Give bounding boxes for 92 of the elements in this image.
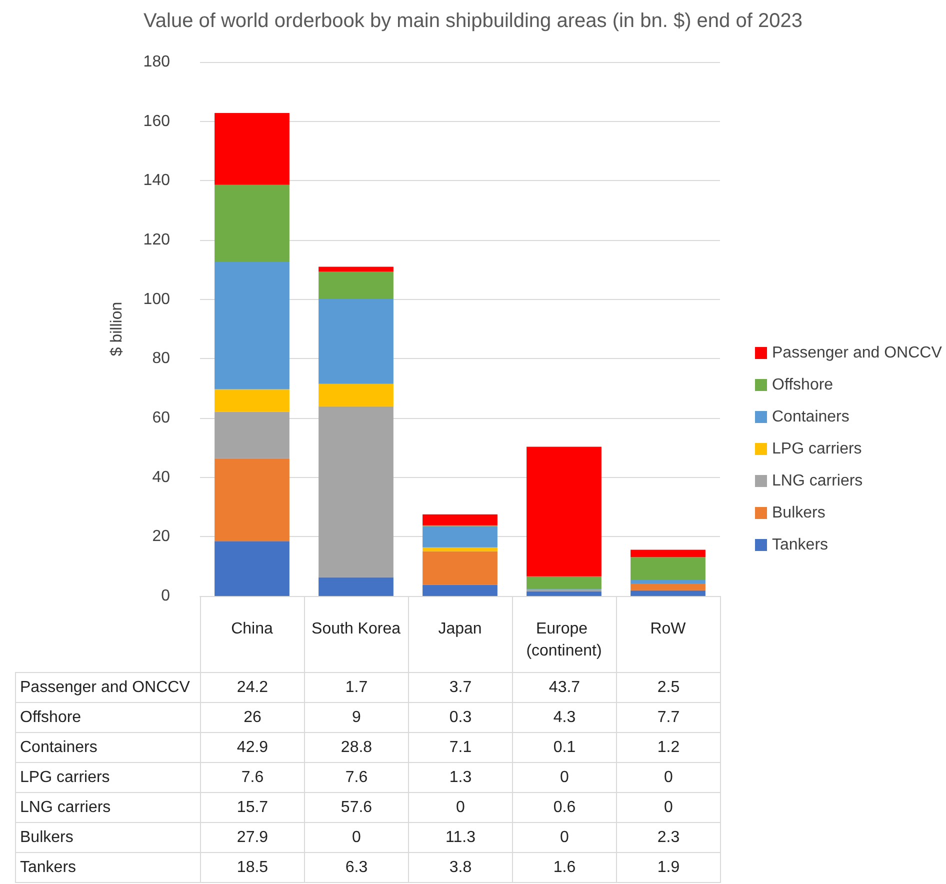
data-label: 0 (304, 822, 408, 852)
text: Containers (20, 738, 98, 756)
bar (526, 576, 602, 590)
bar (630, 550, 706, 558)
data-label: 0.3 (408, 702, 512, 732)
data-label: 1.9 (616, 852, 720, 882)
data-label: 1.2 (616, 732, 720, 762)
bar (422, 514, 498, 526)
bar (630, 590, 706, 596)
data-label: 3.8 (408, 852, 512, 882)
y-tick-label: 0 (161, 588, 170, 604)
data-label: 57.6 (304, 792, 408, 822)
bar (422, 551, 498, 585)
x-tick-label: Japan (438, 620, 482, 638)
y-tick-label: 140 (143, 172, 170, 190)
data-label: 2.5 (616, 672, 720, 702)
bar (422, 547, 498, 552)
text: Bulkers (20, 828, 74, 846)
legend-label: Passenger and ONCCV (772, 344, 942, 362)
text: Passenger and ONCCV (20, 678, 190, 696)
bar (630, 580, 706, 584)
data-label: 18.5 (200, 852, 304, 882)
data-label: 27.9 (200, 822, 304, 852)
x-tick-label: China (231, 620, 273, 638)
bar (526, 446, 602, 576)
data-label: 0.6 (512, 792, 616, 822)
data-label: 11.3 (408, 822, 512, 852)
y-tick-label: 20 (152, 528, 170, 546)
legend-label: Offshore (772, 376, 834, 394)
text: LPG carriers (20, 768, 110, 786)
legend-label: LNG carriers (772, 472, 863, 490)
data-label: 7.6 (200, 762, 304, 792)
bar (318, 266, 394, 272)
data-label: 7.6 (304, 762, 408, 792)
legend-label: Bulkers (772, 504, 826, 522)
data-label: 42.9 (200, 732, 304, 762)
chart-title: Value of world orderbook by main shipbuilding areas (in bn. $) end of 2023 (144, 10, 802, 32)
text: Tankers (20, 858, 76, 876)
data-label: 43.7 (512, 672, 616, 702)
legend-label: Tankers (772, 536, 828, 554)
bar (214, 262, 290, 390)
data-label: 0 (408, 792, 512, 822)
bar (318, 272, 394, 298)
data-label: 6.3 (304, 852, 408, 882)
text: Offshore (20, 708, 82, 726)
data-label: 9 (304, 702, 408, 732)
bar (214, 113, 290, 185)
data-label: 7.1 (408, 732, 512, 762)
y-tick-label: 100 (143, 290, 170, 308)
data-label: 7.7 (616, 702, 720, 732)
bar (214, 389, 290, 412)
x-tick-label: South Korea (312, 620, 401, 638)
bar (214, 458, 290, 542)
bar (214, 184, 290, 262)
bar (630, 584, 706, 590)
data-label: 0 (616, 792, 720, 822)
data-label: 2.3 (616, 822, 720, 852)
bar (214, 412, 290, 458)
x-tick-label: RoW (650, 620, 687, 638)
bar (422, 526, 498, 548)
legend-label: Containers (772, 408, 850, 426)
data-label: 3.7 (408, 672, 512, 702)
bar (318, 298, 394, 384)
data-label: 0 (616, 762, 720, 792)
bar (422, 584, 498, 596)
data-label: 4.3 (512, 702, 616, 732)
bar (214, 541, 290, 596)
x-tick-label: Europe (continent) (526, 620, 602, 660)
y-tick-label: 40 (152, 468, 170, 486)
data-label: 1.6 (512, 852, 616, 882)
data-label: 1.7 (304, 672, 408, 702)
y-tick-label: 160 (143, 112, 170, 130)
data-label: 24.2 (200, 672, 304, 702)
data-label: 1.3 (408, 762, 512, 792)
data-label: 0 (512, 762, 616, 792)
bar (318, 384, 394, 406)
text: LNG carriers (20, 798, 111, 816)
bar (526, 591, 602, 596)
y-axis-title: $ billion (108, 302, 126, 356)
y-tick-label: 180 (143, 54, 170, 70)
bar (630, 557, 706, 580)
data-label: 28.8 (304, 732, 408, 762)
legend-label: LPG carriers (772, 440, 862, 458)
y-tick-label: 120 (143, 232, 170, 248)
y-tick-label: 60 (152, 410, 170, 426)
data-label: 26 (200, 702, 304, 732)
data-label: 0.1 (512, 732, 616, 762)
bar (318, 406, 394, 578)
data-label: 0 (512, 822, 616, 852)
y-tick-label: 80 (152, 350, 170, 368)
bar (318, 577, 394, 596)
data-label: 15.7 (200, 792, 304, 822)
